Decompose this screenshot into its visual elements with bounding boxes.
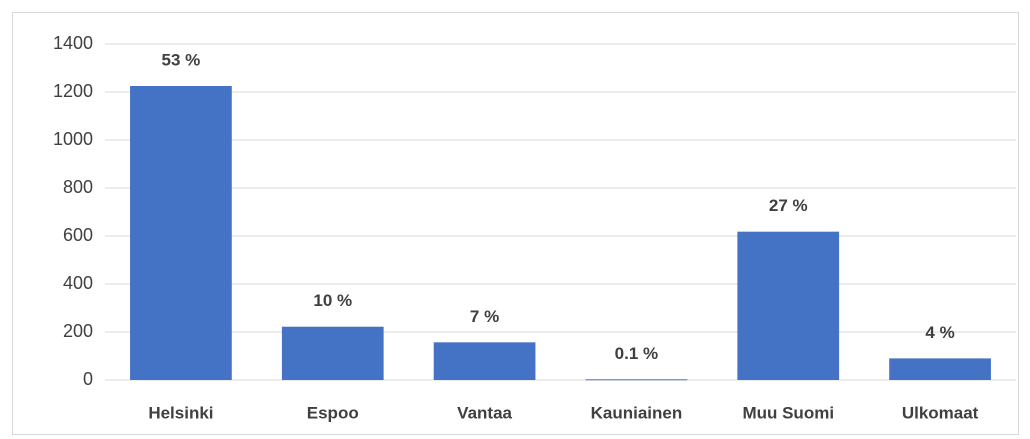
y-tick-label: 600: [63, 225, 93, 245]
data-label: 53 %: [162, 50, 201, 69]
x-tick-label: Vantaa: [457, 403, 512, 422]
y-tick-label: 1400: [53, 33, 93, 53]
data-label: 4 %: [925, 323, 954, 342]
bar: [130, 86, 232, 380]
y-tick-label: 800: [63, 177, 93, 197]
x-tick-label: Kauniainen: [591, 403, 683, 422]
x-tick-label: Helsinki: [148, 403, 213, 422]
x-tick-label: Ulkomaat: [902, 403, 979, 422]
y-tick-label: 1200: [53, 81, 93, 101]
y-tick-label: 200: [63, 321, 93, 341]
data-label: 0.1 %: [615, 344, 658, 363]
x-tick-label: Muu Suomi: [742, 403, 834, 422]
y-tick-label: 1000: [53, 129, 93, 149]
data-label: 7 %: [470, 307, 499, 326]
bar: [281, 326, 384, 380]
bar: [889, 358, 991, 380]
y-tick-label: 400: [63, 273, 93, 293]
bar: [433, 342, 536, 380]
data-label: 27 %: [769, 196, 808, 215]
data-label: 10 %: [313, 291, 352, 310]
bar: [737, 231, 840, 380]
x-tick-label: Espoo: [307, 403, 359, 422]
y-tick-label: 0: [83, 369, 93, 389]
bar: [585, 379, 688, 381]
